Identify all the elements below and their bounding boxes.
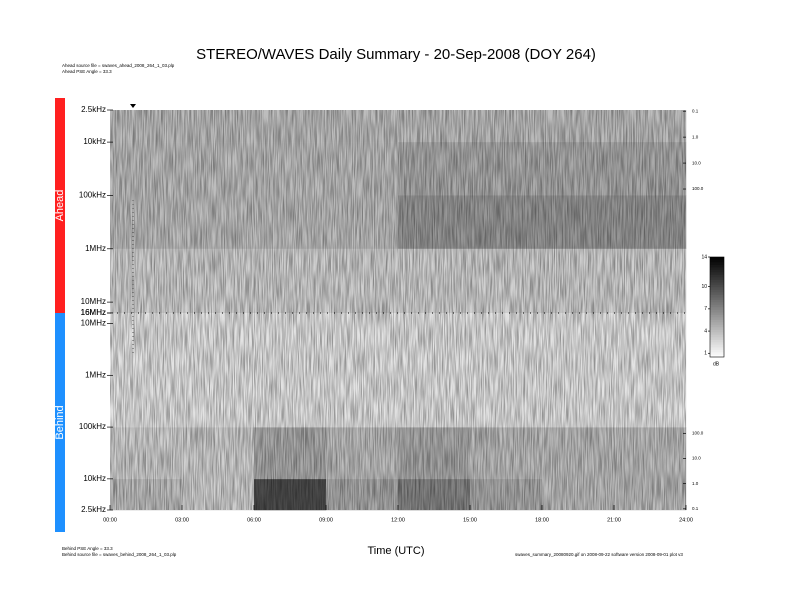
- y-tick-label: 10kHz: [83, 137, 106, 146]
- marker: [130, 104, 136, 108]
- panel-note: Behind PSE Angle = 33.3: [62, 546, 113, 551]
- y-tick-label: 100kHz: [79, 191, 106, 200]
- colorbar-slice: [710, 347, 724, 350]
- colorbar-slice: [710, 302, 724, 305]
- colorbar-slice: [710, 269, 724, 273]
- colorbar-slice: [710, 274, 724, 278]
- x-tick-label: 06:00: [247, 517, 261, 523]
- colorbar-slice: [710, 292, 724, 295]
- colorbar-slice: [710, 297, 724, 300]
- colorbar-slice: [710, 317, 724, 320]
- colorbar-label: dB: [713, 361, 720, 367]
- y2-tick-label: 10.0: [692, 456, 701, 461]
- colorbar-slice: [710, 322, 724, 325]
- colorbar-slice: [710, 354, 724, 358]
- x-axis-label: Time (UTC): [367, 545, 424, 557]
- colorbar-slice: [710, 282, 724, 285]
- y2-tick-label: 100.0: [692, 430, 704, 435]
- colorbar-slice: [710, 339, 724, 343]
- x-tick-label: 21:00: [607, 517, 621, 523]
- colorbar-tick-label: 4: [704, 328, 707, 334]
- colorbar-slice: [710, 257, 724, 260]
- y-tick-label: 2.5kHz: [81, 105, 106, 114]
- x-tick-label: 24:00: [679, 517, 693, 523]
- y-tick-label: 10MHz: [81, 319, 106, 328]
- x-tick-label: 00:00: [103, 517, 117, 523]
- colorbar-tick-label: 14: [701, 254, 707, 260]
- colorbar-slice: [710, 287, 724, 290]
- x-tick-label: 12:00: [391, 517, 405, 523]
- colorbar-slice: [710, 289, 724, 293]
- panel-bar: [55, 98, 65, 313]
- colorbar-slice: [710, 284, 724, 288]
- colorbar-tick-label: 1: [704, 351, 707, 357]
- colorbar-slice: [710, 324, 724, 328]
- panel-bar: [55, 313, 65, 532]
- y-tick-label: 10MHz: [81, 297, 106, 306]
- colorbar-slice: [710, 327, 724, 330]
- y2-tick-label: 0.1: [692, 506, 699, 511]
- colorbar-slice: [710, 344, 724, 348]
- y-tick-label: 2.5kHz: [81, 505, 106, 514]
- colorbar-slice: [710, 267, 724, 270]
- x-tick-label: 15:00: [463, 517, 477, 523]
- colorbar-tick-label: 10: [701, 284, 707, 290]
- colorbar-slice: [710, 319, 724, 323]
- y-tick-label: 10kHz: [83, 474, 106, 483]
- colorbar-slice: [710, 332, 724, 335]
- colorbar-slice: [710, 299, 724, 303]
- texture-overlay: [110, 110, 686, 313]
- panel-note: Ahead PSE Angle = 33.3: [62, 69, 112, 74]
- y-tick-label: 16MHz: [81, 308, 106, 317]
- colorbar-slice: [710, 264, 724, 268]
- colorbar-slice: [710, 312, 724, 315]
- x-tick-label: 03:00: [175, 517, 189, 523]
- colorbar-slice: [710, 279, 724, 283]
- colorbar-slice: [710, 309, 724, 313]
- colorbar-slice: [710, 272, 724, 275]
- x-tick-label: 18:00: [535, 517, 549, 523]
- texture-overlay: [110, 313, 686, 510]
- colorbar-slice: [710, 334, 724, 338]
- colorbar-slice: [710, 337, 724, 340]
- colorbar-tick-label: 7: [704, 306, 707, 312]
- chart-title: STEREO/WAVES Daily Summary - 20-Sep-2008…: [196, 46, 596, 63]
- colorbar-slice: [710, 329, 724, 333]
- panel-note: Ahead source file = swaves_ahead_2008_26…: [62, 63, 175, 68]
- colorbar-slice: [710, 349, 724, 353]
- colorbar-slice: [710, 277, 724, 280]
- x-tick-label: 09:00: [319, 517, 333, 523]
- panel-note: Behind source file = swaves_behind_2008_…: [62, 552, 177, 557]
- colorbar-slice: [710, 294, 724, 298]
- y2-tick-label: 10.0: [692, 160, 701, 165]
- colorbar-slice: [710, 342, 724, 345]
- colorbar-slice: [710, 259, 724, 263]
- y2-tick-label: 1.0: [692, 134, 699, 139]
- colorbar-slice: [710, 262, 724, 265]
- colorbar-frame: [709, 256, 725, 358]
- panel-label: Ahead: [54, 190, 66, 222]
- colorbar-slice: [710, 304, 724, 308]
- colorbar-slice: [710, 352, 724, 355]
- y2-tick-label: 100.0: [692, 186, 704, 191]
- colorbar-slice: [710, 307, 724, 310]
- y-tick-label: 16MHz: [81, 308, 106, 317]
- y-tick-label: 1MHz: [85, 370, 106, 379]
- y-tick-label: 1MHz: [85, 244, 106, 253]
- colorbar-slice: [710, 314, 724, 318]
- footer-note: swaves_summary_20080920.gif on 2008-09-2…: [515, 552, 683, 557]
- y2-tick-label: 1.0: [692, 481, 699, 486]
- y2-tick-label: 0.1: [692, 108, 699, 113]
- y-tick-label: 100kHz: [79, 422, 106, 431]
- panel-label: Behind: [54, 405, 66, 439]
